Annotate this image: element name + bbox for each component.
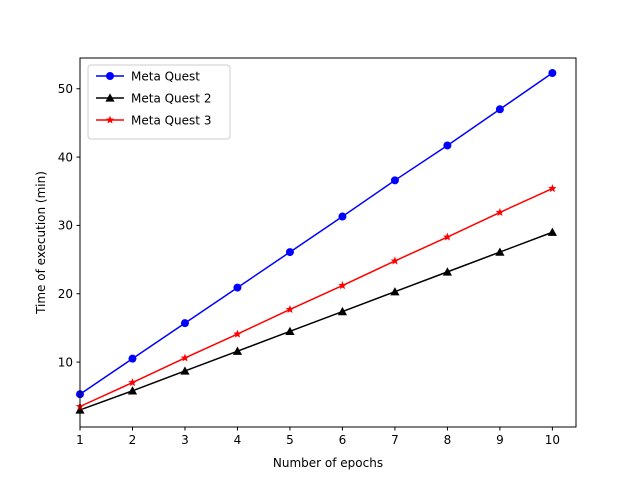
legend: Meta Quest Meta Quest 2 Meta Quest 3	[87, 64, 231, 140]
data-point	[547, 227, 557, 236]
data-point	[338, 212, 347, 221]
data-point	[495, 105, 504, 114]
data-point	[233, 283, 242, 292]
legend-item: Meta Quest 2	[96, 91, 211, 105]
data-point	[495, 247, 505, 256]
y-tick-label: 40	[58, 150, 73, 164]
data-point	[442, 267, 453, 276]
data-point	[232, 346, 243, 355]
data-point	[127, 386, 138, 395]
x-tick-label: 7	[391, 433, 399, 447]
x-tick-label: 2	[129, 433, 137, 447]
y-tick-label: 50	[58, 82, 73, 96]
x-axis: 1 2 3 4 5 6 7 8 9 10	[76, 427, 560, 447]
data-point	[337, 306, 348, 316]
x-tick-label: 8	[444, 433, 452, 447]
data-point	[180, 353, 190, 362]
data-point	[390, 256, 400, 265]
x-tick-label: 6	[339, 433, 347, 447]
series-line	[79, 187, 553, 408]
series-line	[79, 72, 553, 395]
data-point	[443, 141, 452, 150]
data-point	[180, 366, 190, 375]
series-1	[76, 69, 557, 399]
data-point	[338, 281, 347, 290]
data-point	[390, 176, 399, 185]
data-point	[495, 208, 505, 216]
plot-area	[75, 69, 557, 414]
data-point	[390, 287, 400, 296]
data-point	[285, 305, 295, 314]
data-point	[548, 69, 557, 78]
y-tick-label: 20	[58, 287, 73, 301]
x-axis-label: Number of epochs	[273, 456, 383, 470]
legend-marker	[105, 115, 115, 124]
legend-label: Meta Quest 3	[131, 113, 211, 127]
x-tick-label: 3	[181, 433, 189, 447]
legend-marker	[105, 93, 115, 102]
series-line	[79, 231, 553, 411]
x-tick-label: 5	[286, 433, 294, 447]
data-point	[285, 248, 294, 257]
data-point	[548, 184, 557, 193]
data-point	[128, 354, 137, 363]
y-axis: 10 20 30 40 50	[58, 82, 80, 369]
data-point	[233, 329, 242, 338]
y-tick-label: 10	[58, 355, 73, 369]
data-point	[180, 319, 189, 328]
y-tick-label: 30	[58, 219, 73, 233]
x-tick-label: 4	[234, 433, 242, 447]
data-point	[128, 378, 137, 387]
series-2	[75, 227, 557, 414]
legend-item: Meta Quest 3	[96, 113, 211, 127]
x-tick-label: 9	[496, 433, 504, 447]
legend-label: Meta Quest 2	[131, 91, 211, 105]
data-point	[443, 232, 452, 241]
data-point	[285, 326, 295, 336]
axes-frame	[79, 57, 577, 428]
legend-marker	[106, 72, 114, 80]
series-3	[75, 184, 557, 411]
y-axis-label: Time of execution (min)	[34, 171, 48, 315]
x-tick-label: 10	[545, 433, 560, 447]
legend-label: Meta Quest	[131, 69, 200, 83]
legend-item: Meta Quest	[96, 69, 200, 83]
x-tick-label: 1	[76, 433, 84, 447]
